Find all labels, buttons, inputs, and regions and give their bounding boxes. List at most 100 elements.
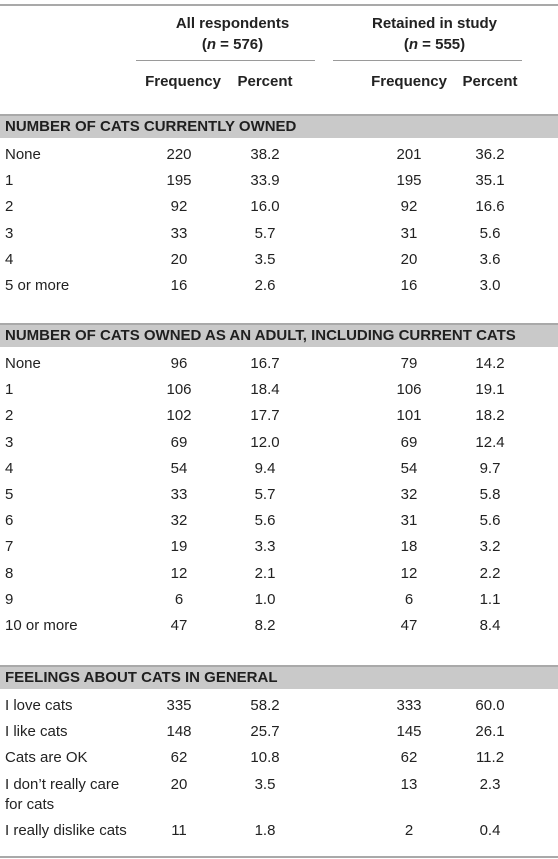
cell-percent-all: 3.3 [254,538,276,556]
cell-percent-all: 5.6 [254,512,276,530]
row-label: 7 [5,538,14,556]
cell-frequency-all: 102 [166,407,192,425]
cell-frequency-all: 92 [170,198,188,216]
cell-frequency-retained: 195 [396,172,422,190]
cell-frequency-retained: 79 [400,355,418,372]
row-label: 6 [5,512,14,530]
cell-frequency-all: 106 [166,381,192,399]
cell-percent-all: 2.6 [254,277,276,294]
cell-frequency-all: 6 [174,590,184,608]
row-label: 4 [5,459,14,477]
cell-percent-retained: 8.4 [479,617,501,634]
group-header-line1: All respondents [175,15,290,32]
cell-percent-retained: 2.2 [479,564,501,582]
cell-frequency-all: 19 [170,538,188,556]
cell-percent-retained: 9.7 [479,459,501,477]
cell-percent-all: 17.7 [250,407,280,425]
cell-percent-retained: 3.2 [479,538,501,556]
cell-percent-all: 12.0 [250,433,280,451]
col-header-frequency: Frequency [145,73,221,90]
cell-percent-retained: 35.1 [475,172,505,190]
cell-percent-all: 25.7 [250,723,280,741]
cell-percent-all: 1.8 [254,821,276,839]
row-label: 3 [5,224,14,242]
cell-frequency-all: 220 [166,146,192,163]
row-label: 3 [5,433,14,451]
cell-percent-retained: 1.1 [479,590,501,608]
cell-frequency-all: 33 [170,486,188,503]
row-label: 1 [5,381,14,399]
col-header-frequency: Frequency [371,73,447,90]
cell-frequency-all: 47 [170,617,188,634]
cell-percent-retained: 26.1 [475,723,505,741]
section-header-bar: FEELINGS ABOUT CATS IN GENERAL [0,665,558,689]
cell-percent-all: 16.0 [250,198,280,216]
row-label: I like cats [5,723,68,741]
cell-percent-all: 9.4 [254,459,276,477]
cell-frequency-retained: 20 [400,250,418,268]
group-header-retained: Retained in study (n = 555) [347,13,522,55]
cell-percent-retained: 36.2 [475,146,505,163]
group-header-line2: (n = 576) [201,36,264,53]
cell-frequency-retained: 31 [400,224,418,242]
cell-percent-retained: 2.3 [479,775,501,793]
cell-frequency-all: 69 [170,433,188,451]
cell-percent-all: 3.5 [254,250,276,268]
cell-percent-all: 1.0 [254,590,276,608]
row-label: 2 [5,198,14,216]
cell-percent-all: 38.2 [250,146,280,163]
cell-frequency-retained: 6 [404,590,414,608]
cell-percent-retained: 5.8 [479,486,501,503]
cell-frequency-all: 62 [170,749,188,767]
top-rule [0,4,558,6]
cell-percent-all: 2.1 [254,564,276,582]
cell-percent-retained: 18.2 [475,407,505,425]
cell-percent-retained: 5.6 [479,224,501,242]
cell-frequency-retained: 145 [396,723,422,741]
group-underline [136,60,315,61]
cell-percent-retained: 0.4 [479,821,501,839]
section-title: NUMBER OF CATS CURRENTLY OWNED [5,118,297,135]
cell-frequency-all: 195 [166,172,192,190]
cell-percent-all: 33.9 [250,172,280,190]
cell-frequency-retained: 92 [400,198,418,216]
cell-percent-retained: 60.0 [475,697,505,714]
group-header-all-respondents: All respondents (n = 576) [150,13,315,55]
cell-percent-all: 5.7 [254,224,276,242]
section-title: NUMBER OF CATS OWNED AS AN ADULT, INCLUD… [5,327,516,344]
cell-frequency-all: 96 [170,355,188,372]
cell-frequency-all: 32 [170,512,188,530]
cell-frequency-all: 16 [170,277,188,294]
cell-percent-all: 8.2 [254,617,276,634]
section-title: FEELINGS ABOUT CATS IN GENERAL [5,669,278,686]
cell-frequency-all: 20 [170,250,188,268]
row-label: 10 or more [5,617,78,634]
group-header-line1: Retained in study [371,15,498,32]
cell-percent-all: 58.2 [250,697,280,714]
cell-frequency-all: 12 [170,564,188,582]
cell-frequency-retained: 333 [396,697,422,714]
cell-frequency-all: 148 [166,723,192,741]
row-label: None [5,146,41,163]
cell-frequency-retained: 54 [400,459,418,477]
cell-percent-all: 3.5 [254,775,276,793]
row-label: I love cats [5,697,73,714]
group-header-line2: (n = 555) [403,36,466,53]
cell-frequency-all: 54 [170,459,188,477]
cell-frequency-retained: 2 [404,821,414,839]
cell-frequency-retained: 13 [400,775,418,793]
cell-percent-retained: 3.6 [479,250,501,268]
cell-percent-retained: 12.4 [475,433,505,451]
row-label: I really dislike cats [5,821,127,839]
cell-percent-retained: 11.2 [475,749,505,767]
cell-percent-all: 18.4 [250,381,280,399]
row-label: 4 [5,250,14,268]
cell-frequency-retained: 16 [400,277,418,294]
cell-frequency-retained: 62 [400,749,418,767]
row-label: 5 [5,486,14,503]
section-header-bar: NUMBER OF CATS CURRENTLY OWNED [0,114,558,138]
col-header-percent: Percent [462,73,518,90]
group-underline [333,60,522,61]
cell-frequency-retained: 12 [400,564,418,582]
